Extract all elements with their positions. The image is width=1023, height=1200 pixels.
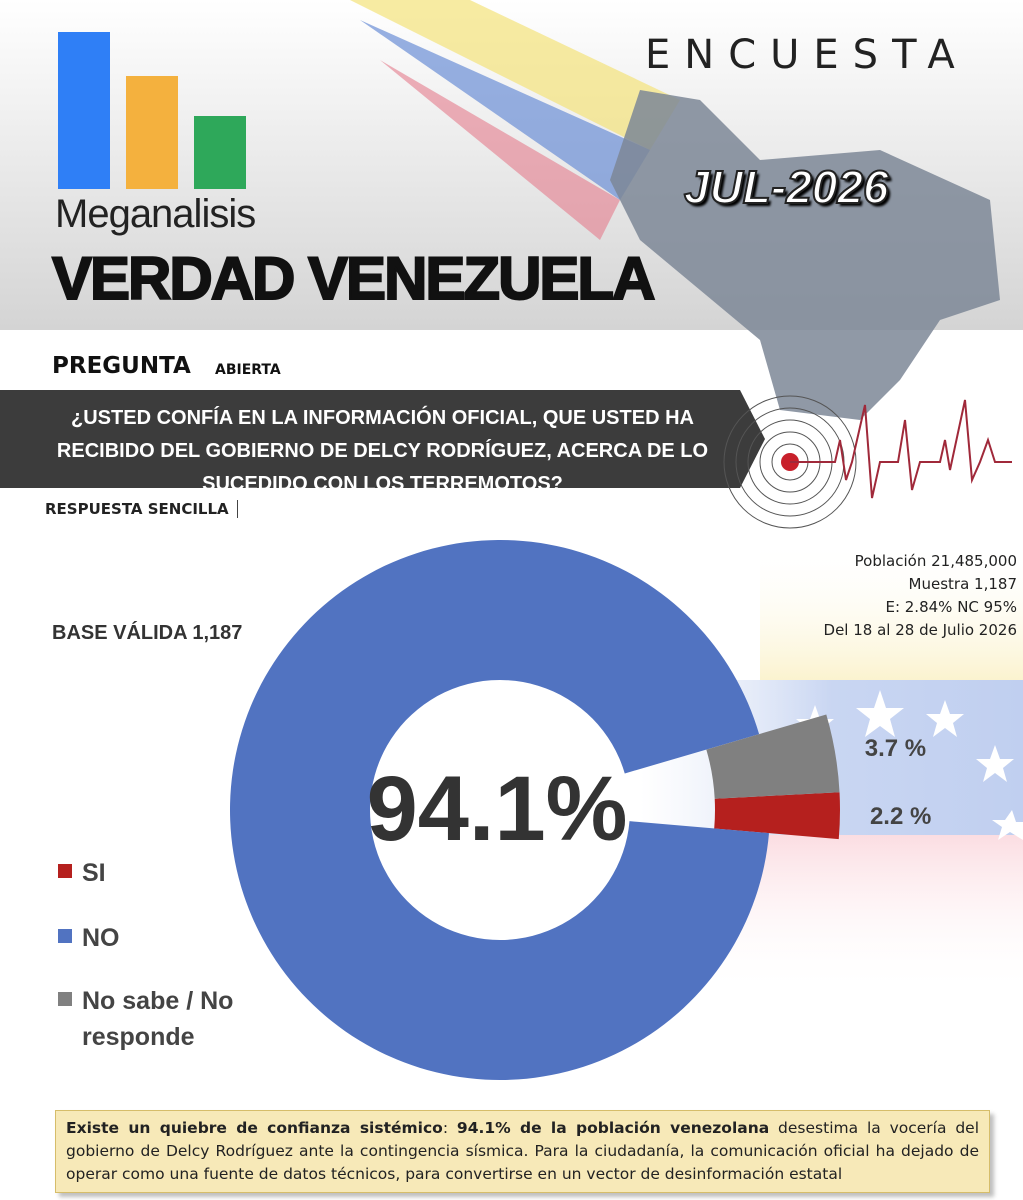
survey-label: ENCUESTA [645,32,969,78]
legend-swatch [58,992,72,1006]
legend-swatch [58,864,72,878]
methodology-line: E: 2.84% NC 95% [885,598,1017,616]
footer-text: 94.1% de la población venezolana [456,1119,770,1137]
methodology-line: Población 21,485,000 [854,552,1017,570]
base: BASE VÁLIDA 1,187 [52,622,243,644]
seismograph [790,399,1012,499]
footer-text: Existe un quiebre de confianza sistémico [66,1119,443,1137]
legend-label: SI [82,859,106,887]
logo-bar [194,116,246,189]
methodology-line: Muestra 1,187 [908,575,1017,593]
legend-item: SI [58,855,252,891]
methodology-line: Del 18 al 28 de Julio 2026 [823,621,1017,639]
title: VERDAD VENEZUELA [51,244,656,313]
flag-red [380,60,620,240]
legend-label: NO [82,924,120,952]
methodology: Población 21,485,000 Muestra 1,187 E: 2.84… [824,550,1017,642]
flag-yellow [350,0,680,150]
question-kind: ABIERTA [215,362,281,378]
donut-chart: 2.2 % 94.1% 3.7 % [230,540,931,1080]
legend-swatch [58,929,72,943]
legend-item: NO [58,920,252,956]
footer-note: Existe un quiebre de confianza sistémico… [55,1110,990,1193]
footer-text: : [442,1119,457,1137]
pie-slice [230,540,770,1080]
center-value-label: 94.1% [367,758,628,860]
brand: Meganalisis [55,192,256,236]
legend-label: No sabe / No responde [82,987,234,1051]
question-label: PREGUNTA [52,353,191,379]
footer-text: desestima la vocería del gobierno de Del… [66,1119,980,1183]
flag-blue [360,20,650,200]
value-label: 3.7 % [865,735,926,762]
flag-yellow-band [760,540,1023,680]
survey-date: JUL-2026 [683,160,890,214]
question-text: ¿USTED CONFÍA EN LA INFORMACIÓN OFICIAL,… [56,407,709,495]
question-box [0,390,765,488]
answer-type: RESPUESTA SENCILLA [45,500,238,518]
pie-slice [706,714,840,799]
logo-bar [58,32,110,189]
map-photo [610,90,1000,420]
legend-item: No sabe / No responde [58,983,252,1055]
pie-slice [714,792,841,840]
logo-bar [126,76,178,189]
value-label: 2.2 % [870,803,931,830]
